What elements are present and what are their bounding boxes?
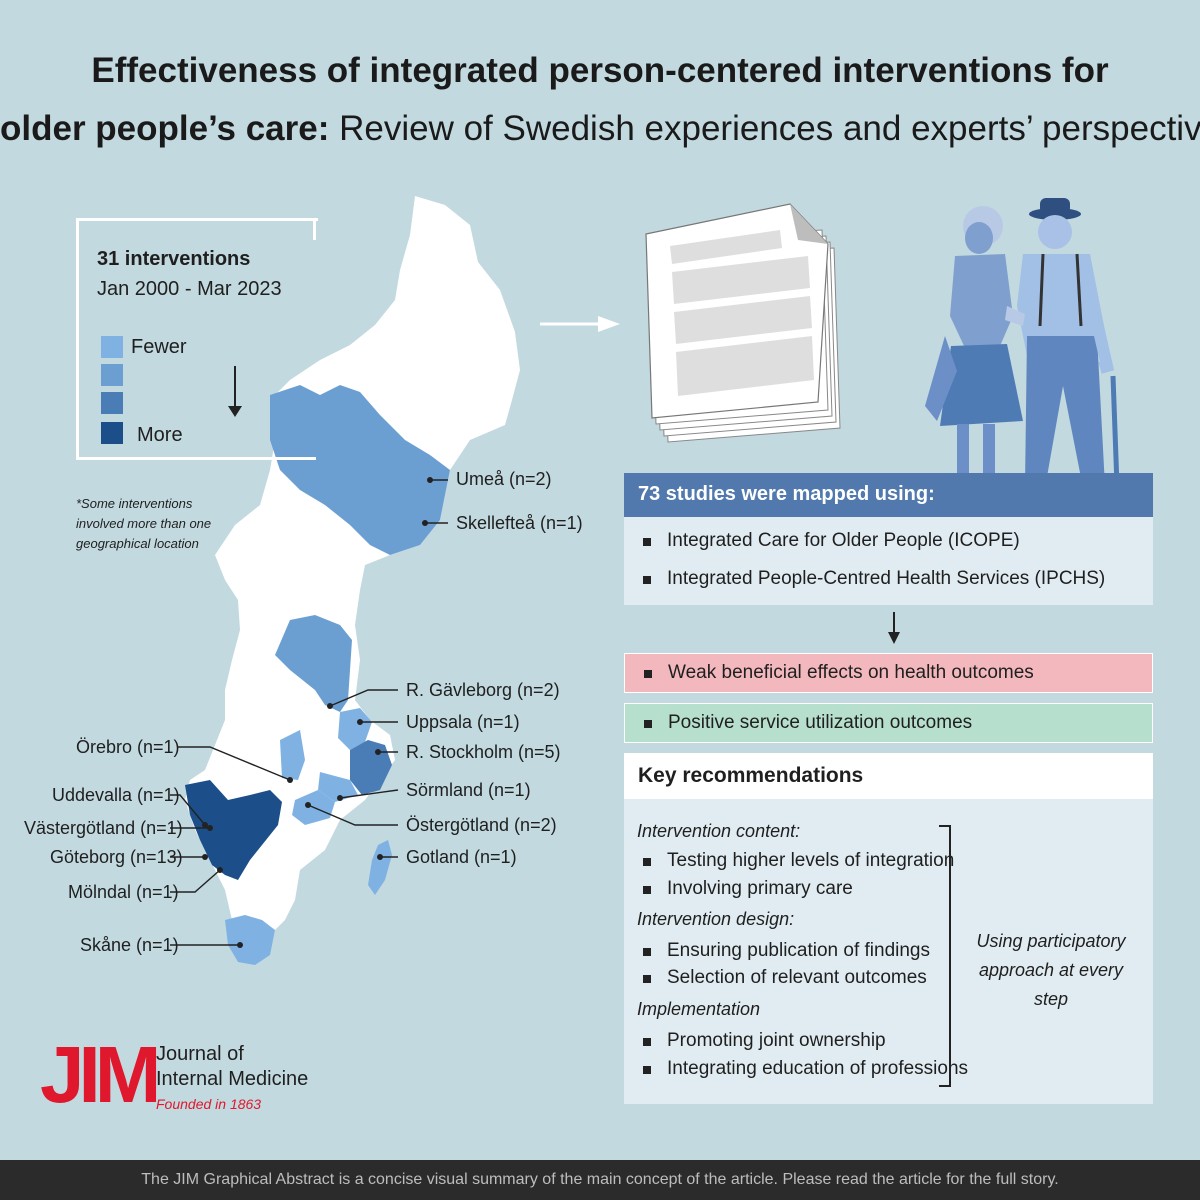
region-vastra-gotaland	[185, 780, 282, 880]
legend-fewer: Fewer	[131, 336, 187, 358]
label-uddevalla: Uddevalla (n=1)	[52, 785, 180, 805]
label-gavleborg: R. Gävleborg (n=2)	[406, 680, 560, 700]
region-gavleborg	[275, 615, 352, 712]
region-sormland	[318, 772, 358, 802]
label-sormland: Sörmland (n=1)	[406, 780, 531, 800]
label-stockholm: R. Stockholm (n=5)	[406, 742, 561, 762]
label-uppsala: Uppsala (n=1)	[406, 712, 520, 732]
label-orebro: Örebro (n=1)	[76, 737, 180, 757]
logo-founded: Founded in 1863	[156, 1096, 262, 1112]
studies-panel: Integrated Care for Older People (ICOPE)…	[624, 517, 1153, 605]
rec-item: Integrating education of professions	[642, 1058, 969, 1079]
legend-period: Jan 2000 - Mar 2023	[97, 278, 282, 300]
map-legend: 31 interventions Jan 2000 - Mar 2023 Few…	[76, 218, 318, 460]
region-uppsala	[338, 708, 372, 750]
title-line-1: Effectiveness of integrated person-cente…	[91, 51, 1109, 90]
footnote: *Some interventions involved more than o…	[76, 496, 212, 551]
legend-swatch-4	[101, 422, 123, 444]
region-vasterbotten	[270, 385, 450, 555]
rec-item: Testing higher levels of integration	[642, 850, 955, 871]
region-stockholm	[350, 740, 392, 795]
group-title-implementation: Implementation	[637, 999, 761, 1019]
logo-journal-line2: Internal Medicine	[156, 1068, 309, 1090]
label-vastergotland: Västergötland (n=1)	[24, 818, 183, 838]
group-title-content: Intervention content:	[637, 821, 801, 841]
weak-effects-box: Weak beneficial effects on health outcom…	[624, 653, 1153, 693]
footer: The JIM Graphical Abstract is a concise …	[0, 1160, 1200, 1200]
rec-item: Selection of relevant outcomes	[643, 967, 927, 988]
legend-more: More	[137, 424, 183, 446]
region-orebro	[280, 730, 305, 780]
page-title: Effectiveness of integrated person-cente…	[0, 42, 1200, 158]
jim-logo: JIM	[40, 1030, 161, 1119]
key-recommendations-panel: Intervention content: Testing higher lev…	[624, 799, 1153, 1104]
legend-swatch-1	[101, 336, 123, 358]
region-skane	[225, 915, 275, 965]
weak-effects-text: Weak beneficial effects on health outcom…	[644, 662, 1034, 683]
participatory-line-2: approach at every step	[978, 960, 1124, 1009]
label-skelleftea: Skellefteå (n=1)	[456, 513, 583, 533]
label-ostergotland: Östergötland (n=2)	[406, 815, 557, 835]
label-molndal: Mölndal (n=1)	[68, 882, 179, 902]
legend-swatch-3	[101, 392, 123, 414]
arrow-right-icon	[540, 316, 620, 332]
rec-item: Ensuring publication of findings	[642, 940, 931, 961]
label-umea: Umeå (n=2)	[456, 469, 552, 489]
studies-item-icope: Integrated Care for Older People (ICOPE)	[643, 530, 1020, 551]
title-line-2-bold: older people’s care:	[0, 109, 330, 148]
elderly-couple-illustration	[925, 198, 1120, 497]
positive-outcomes-text: Positive service utilization outcomes	[643, 712, 973, 733]
sweden-outline	[185, 196, 520, 945]
documents-icon	[645, 203, 841, 443]
studies-item-ipchs: Integrated People-Centred Health Service…	[642, 568, 1106, 589]
key-recommendations-header: Key recommendations	[624, 753, 1153, 799]
title-line-2-rest: Review of Swedish experiences and expert…	[329, 109, 1200, 148]
participatory-line-1: Using participatory	[976, 931, 1126, 951]
label-skane: Skåne (n=1)	[80, 935, 179, 955]
legend-swatch-2	[101, 364, 123, 386]
arrow-down-icon	[888, 612, 900, 644]
legend-title: 31 interventions	[97, 248, 251, 270]
rec-item: Involving primary care	[643, 878, 853, 899]
region-gotland	[368, 840, 392, 895]
group-title-design: Intervention design:	[637, 909, 795, 929]
label-gotland: Gotland (n=1)	[406, 847, 517, 867]
studies-header: 73 studies were mapped using:	[624, 473, 1153, 517]
positive-outcomes-box: Positive service utilization outcomes	[624, 703, 1153, 743]
label-goteborg: Göteborg (n=13)	[50, 847, 183, 867]
bracket	[939, 825, 951, 1087]
rec-item: Promoting joint ownership	[643, 1030, 886, 1051]
participatory-note: Using participatory approach at every st…	[962, 927, 1140, 1014]
logo-journal-line1: Journal of	[156, 1043, 244, 1065]
